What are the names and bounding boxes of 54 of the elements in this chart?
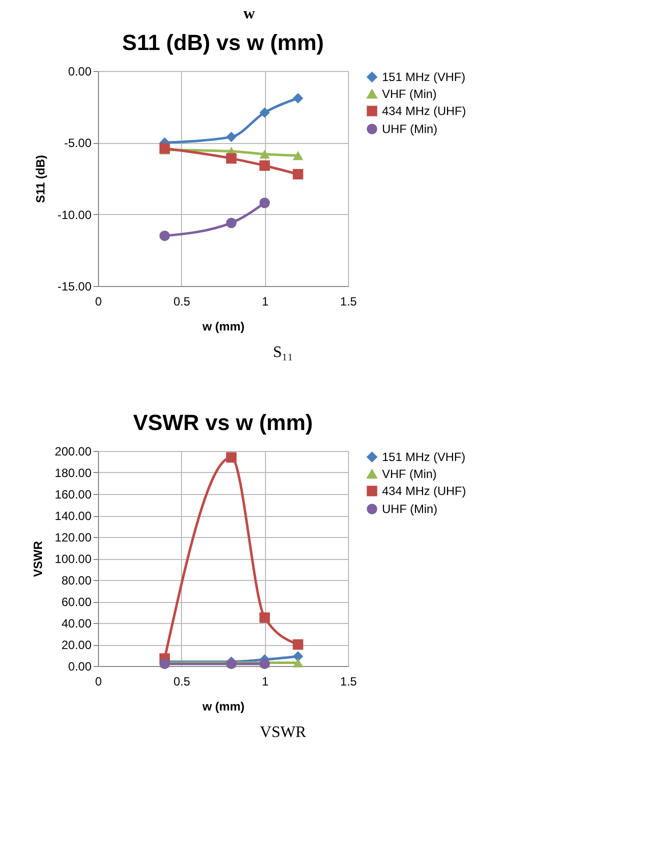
- point: [226, 132, 237, 142]
- x-tick-label: 1: [262, 674, 269, 688]
- y-tick-label: -10.00: [57, 208, 92, 222]
- x-tick-label: 0.5: [173, 674, 190, 688]
- y-tick-label: 140.00: [54, 509, 92, 523]
- legend-label: 151 MHz (VHF): [382, 70, 466, 84]
- point: [259, 150, 270, 159]
- legend-label: VHF (Min): [382, 467, 437, 481]
- y-axis-title: VSWR: [30, 540, 45, 577]
- legend-label: 434 MHz (UHF): [382, 104, 466, 118]
- y-tick-label: 200.00: [54, 444, 92, 458]
- y-tick-label: 100.00: [54, 552, 92, 566]
- y-tick-label: 120.00: [54, 530, 92, 544]
- legend-label: VHF (Min): [382, 87, 437, 101]
- text: w: [243, 6, 256, 22]
- chart-title: VSWR vs w (mm): [133, 410, 313, 435]
- y-tick-label: 180.00: [54, 466, 92, 480]
- x-tick-label: 1.5: [340, 294, 358, 308]
- legend-label: 151 MHz (VHF): [382, 450, 466, 464]
- point: [259, 198, 270, 208]
- y-tick-label: 0.00: [68, 64, 92, 78]
- legend-label: UHF (Min): [382, 502, 438, 516]
- point: [292, 151, 304, 160]
- x-tick-label: 1.5: [340, 674, 358, 688]
- point: [226, 218, 237, 228]
- point: [226, 153, 237, 164]
- y-tick-label: -5.00: [64, 136, 92, 150]
- point: [292, 639, 304, 650]
- y-tick-label: 160.00: [54, 488, 92, 502]
- text: S₁₁: [272, 344, 294, 361]
- x-tick-label: 0.5: [173, 294, 190, 308]
- legend-label: UHF (Min): [382, 122, 438, 136]
- x-axis-title: w (mm): [202, 320, 245, 334]
- point: [259, 107, 270, 118]
- y-axis-title: S11 (dB): [33, 154, 48, 204]
- y-tick-label: 80.00: [61, 574, 92, 588]
- y-tick-label: 0.00: [68, 660, 92, 674]
- x-tick-label: 1: [262, 294, 269, 308]
- y-tick-label: -15.00: [57, 280, 92, 294]
- text: VSWR: [260, 724, 306, 741]
- x-tick-label: 0: [95, 294, 102, 308]
- point: [159, 230, 170, 242]
- legend-label: 434 MHz (UHF): [382, 484, 466, 498]
- x-tick-label: 0: [95, 674, 102, 688]
- point: [292, 92, 304, 104]
- chart-title: S11 (dB) vs w (mm): [122, 30, 324, 55]
- y-tick-label: 40.00: [61, 616, 92, 630]
- y-tick-label: 20.00: [61, 638, 92, 652]
- point: [259, 612, 270, 623]
- point: [259, 160, 270, 171]
- y-tick-label: 60.00: [61, 595, 92, 609]
- point: [226, 452, 237, 463]
- x-axis-title: w (mm): [202, 700, 245, 714]
- point: [292, 168, 304, 180]
